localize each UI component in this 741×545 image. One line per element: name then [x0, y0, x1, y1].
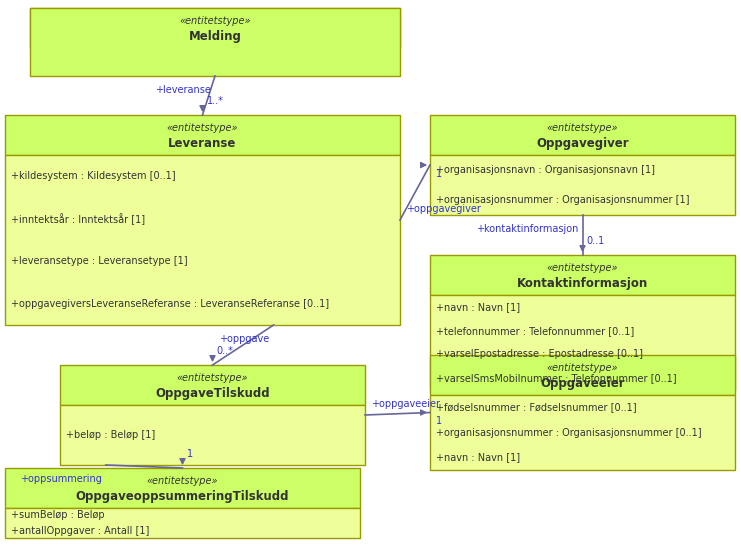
Text: Kontaktinformasjon: Kontaktinformasjon	[517, 277, 648, 290]
Bar	[430, 155, 735, 215]
Text: +beløp : Beløp [1]: +beløp : Beløp [1]	[66, 430, 156, 440]
Text: Melding: Melding	[188, 31, 242, 43]
Bar	[5, 468, 360, 508]
Text: +oppgavegiver: +oppgavegiver	[406, 204, 481, 214]
Text: 1: 1	[436, 169, 442, 179]
Text: +organisasjonsnummer : Organisasjonsnummer [1]: +organisasjonsnummer : Organisasjonsnumm…	[436, 195, 689, 205]
Bar	[60, 405, 365, 465]
Bar	[430, 115, 735, 155]
Bar	[5, 508, 360, 538]
Text: «entitetstype»: «entitetstype»	[177, 373, 248, 383]
Bar	[430, 255, 735, 295]
Bar	[5, 155, 400, 325]
Text: +telefonnummer : Telefonnummer [0..1]: +telefonnummer : Telefonnummer [0..1]	[436, 325, 634, 336]
Text: +antallOppgaver : Antall [1]: +antallOppgaver : Antall [1]	[11, 525, 150, 536]
Text: +navn : Navn [1]: +navn : Navn [1]	[436, 302, 520, 312]
Text: +varselEpostadresse : Epostadresse [0..1]: +varselEpostadresse : Epostadresse [0..1…	[436, 349, 643, 359]
Bar	[60, 365, 365, 405]
Text: 0..*: 0..*	[216, 346, 233, 356]
Text: «entitetstype»: «entitetstype»	[179, 16, 250, 26]
Text: +inntektsår : Inntektsår [1]: +inntektsår : Inntektsår [1]	[11, 213, 145, 225]
Text: +organisasjonsnavn : Organisasjonsnavn [1]: +organisasjonsnavn : Organisasjonsnavn […	[436, 165, 655, 175]
Text: «entitetstype»: «entitetstype»	[547, 363, 618, 373]
Text: +kontaktinformasjon: +kontaktinformasjon	[476, 224, 579, 234]
Text: «entitetstype»: «entitetstype»	[147, 476, 219, 486]
Text: Oppgavegiver: Oppgavegiver	[536, 137, 629, 150]
Text: 0..1: 0..1	[586, 236, 605, 246]
Bar	[30, 8, 400, 48]
Bar	[430, 295, 735, 390]
Text: «entitetstype»: «entitetstype»	[547, 123, 618, 133]
Text: +navn : Navn [1]: +navn : Navn [1]	[436, 452, 520, 463]
Text: +sumBeløp : Beløp: +sumBeløp : Beløp	[11, 511, 104, 520]
Text: «entitetstype»: «entitetstype»	[547, 263, 618, 273]
Text: +kildesystem : Kildesystem [0..1]: +kildesystem : Kildesystem [0..1]	[11, 171, 176, 181]
Text: 1..*: 1..*	[207, 96, 223, 106]
Text: OppgaveoppsummeringTilskudd: OppgaveoppsummeringTilskudd	[76, 490, 289, 503]
Text: +oppgaveeier: +oppgaveeier	[371, 399, 440, 409]
Text: +varselSmsMobilnummer : Telefonnummer [0..1]: +varselSmsMobilnummer : Telefonnummer [0…	[436, 373, 677, 383]
Text: 1: 1	[187, 449, 193, 459]
Text: +oppgave: +oppgave	[219, 334, 270, 344]
Text: +oppgavegiversLeveranseReferanse : LeveranseReferanse [0..1]: +oppgavegiversLeveranseReferanse : Lever…	[11, 299, 329, 309]
Bar	[430, 355, 735, 395]
Text: «entitetstype»: «entitetstype»	[167, 123, 239, 133]
Text: Oppgaveeier: Oppgaveeier	[540, 377, 625, 390]
Text: +oppsummering: +oppsummering	[20, 474, 102, 484]
Text: +organisasjonsnummer : Organisasjonsnummer [0..1]: +organisasjonsnummer : Organisasjonsnumm…	[436, 427, 702, 438]
Text: 1: 1	[436, 416, 442, 427]
Text: +leveransetype : Leveransetype [1]: +leveransetype : Leveransetype [1]	[11, 256, 187, 267]
Text: OppgaveTilskudd: OppgaveTilskudd	[155, 387, 270, 400]
Bar	[5, 115, 400, 155]
Bar	[30, 8, 400, 76]
Text: +fødselsnummer : Fødselsnummer [0..1]: +fødselsnummer : Fødselsnummer [0..1]	[436, 403, 637, 413]
Text: +leveranse: +leveranse	[155, 85, 211, 95]
Text: Leveranse: Leveranse	[168, 137, 236, 150]
Bar	[430, 395, 735, 470]
